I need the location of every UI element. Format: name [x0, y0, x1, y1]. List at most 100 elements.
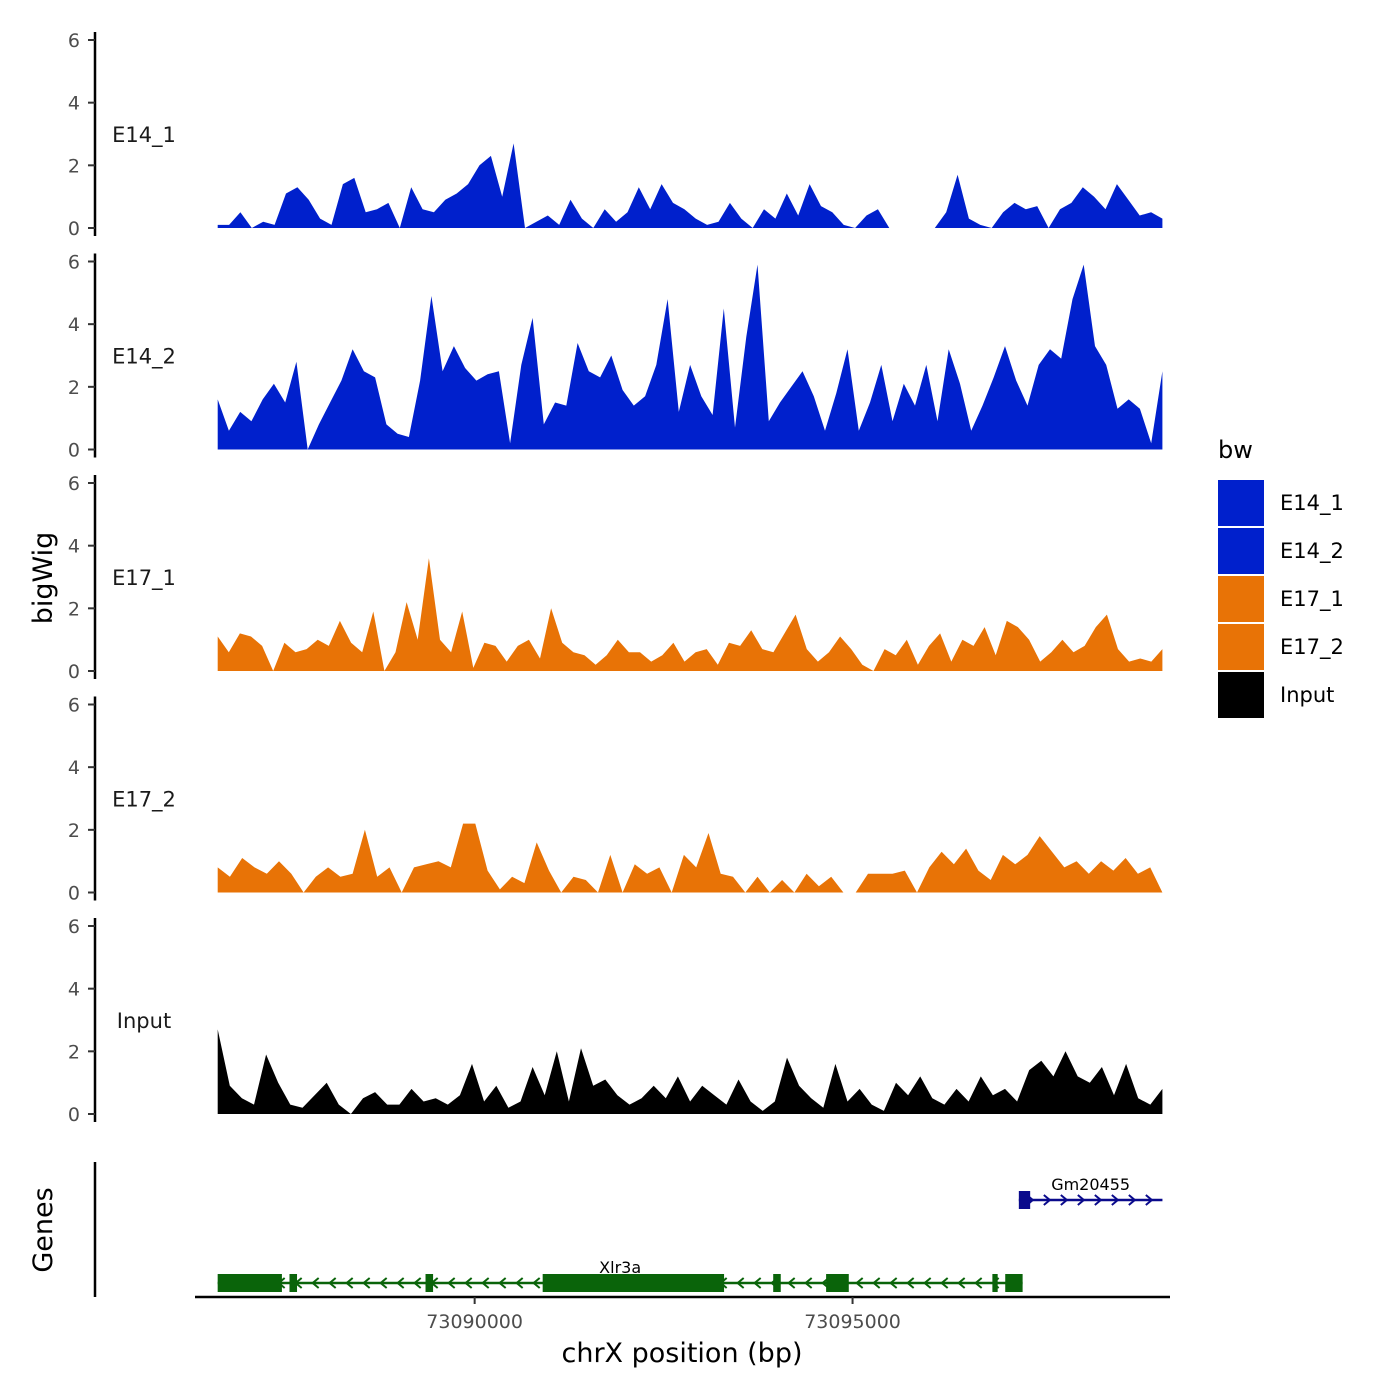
strand-arrow	[328, 1277, 337, 1289]
x-axis: 73090000 73095000	[195, 1295, 1170, 1333]
legend-key-e14-1	[1218, 480, 1264, 526]
strand-arrow	[804, 1277, 813, 1289]
y-tick-label: 2	[68, 1041, 80, 1063]
legend-label-e14-2: E14_2	[1280, 539, 1344, 564]
facet-label-e14-2: E14_2	[112, 345, 176, 370]
panel-e14-1: 0 2 4 6 E14_1	[68, 30, 1163, 240]
genes-axis-title: Genes	[28, 1187, 59, 1272]
facet-label-input: Input	[117, 1009, 171, 1033]
facet-label-e14-1: E14_1	[112, 123, 176, 148]
strand-arrow	[447, 1277, 456, 1289]
area-e17-2	[217, 823, 1163, 893]
exon	[992, 1274, 998, 1292]
strand-arrow	[1077, 1194, 1086, 1206]
y-tick-label: 4	[68, 314, 80, 336]
facet-label-e17-2: E17_2	[112, 788, 176, 813]
y-tick-label: 6	[68, 252, 80, 274]
x-tick-label: 73095000	[804, 1311, 901, 1333]
strand-arrow	[855, 1277, 864, 1289]
panel-e17-1: 0 2 4 6 E17_1	[68, 473, 1163, 683]
strand-arrow	[481, 1277, 490, 1289]
y-tick-label: 0	[68, 440, 80, 462]
exon	[773, 1274, 781, 1292]
exon	[289, 1274, 298, 1292]
panel-e14-2: 0 2 4 6 E14_2	[68, 252, 1163, 462]
y-tick-label: 4	[68, 536, 80, 558]
legend-key-e17-1	[1218, 576, 1264, 622]
exon	[217, 1274, 282, 1292]
strand-arrow	[1128, 1194, 1137, 1206]
y-tick-label: 4	[68, 757, 80, 779]
track-panels: 0 2 4 6 E14_1 0 2 4 6 E14_2 0 2 4 6 E17_1 0 2 4 6 E17_2 0 2 4 6…	[68, 30, 1163, 1126]
y-tick-label: 0	[68, 883, 80, 905]
exon	[826, 1274, 849, 1292]
legend-label-input: Input	[1280, 683, 1334, 707]
strand-arrow	[396, 1277, 405, 1289]
strand-arrow	[1043, 1194, 1052, 1206]
legend-label-e14-1: E14_1	[1280, 491, 1344, 516]
y-tick-label: 2	[68, 598, 80, 620]
gene-label-xlr3a: Xlr3a	[599, 1258, 641, 1277]
y-tick-label: 0	[68, 661, 80, 683]
y-tick-label: 0	[68, 218, 80, 240]
panel-e17-2: 0 2 4 6 E17_2	[68, 695, 1163, 905]
strand-arrow	[464, 1277, 473, 1289]
y-tick-label: 4	[68, 979, 80, 1001]
strand-arrow	[1111, 1194, 1120, 1206]
legend-title: bw	[1218, 436, 1253, 464]
legend-key-e17-2	[1218, 624, 1264, 670]
strand-arrow	[974, 1277, 983, 1289]
gene-label-gm20455: Gm20455	[1051, 1175, 1130, 1194]
strand-arrow	[872, 1277, 881, 1289]
x-axis-title: chrX position (bp)	[561, 1338, 802, 1369]
y-tick-label: 2	[68, 820, 80, 842]
legend-key-e14-2	[1218, 528, 1264, 574]
panel-input: 0 2 4 6 Input	[68, 916, 1163, 1126]
strand-arrow	[736, 1277, 745, 1289]
legend-key-input	[1218, 672, 1264, 718]
legend-label-e17-1: E17_1	[1280, 587, 1344, 612]
strand-arrow	[515, 1277, 524, 1289]
area-e14-2	[217, 264, 1163, 450]
strand-arrow	[498, 1277, 507, 1289]
y-tick-label: 2	[68, 155, 80, 177]
y-tick-label: 2	[68, 377, 80, 399]
area-e14-1	[217, 143, 1163, 228]
strand-arrow	[906, 1277, 915, 1289]
gene-gm20455: Gm20455	[1018, 1175, 1163, 1209]
strand-arrow	[532, 1277, 541, 1289]
area-e17-1	[217, 558, 1163, 671]
y-tick-label: 0	[68, 1104, 80, 1126]
strand-arrow	[940, 1277, 949, 1289]
y-tick-label: 4	[68, 93, 80, 115]
legend: bw E14_1 E14_2 E17_1 E17_2 Input	[1218, 436, 1344, 718]
strand-arrow	[345, 1277, 354, 1289]
y-tick-label: 6	[68, 473, 80, 495]
strand-arrow	[379, 1277, 388, 1289]
strand-arrow	[1145, 1194, 1154, 1206]
exon	[1018, 1191, 1031, 1209]
exon	[425, 1274, 434, 1292]
area-input	[217, 1029, 1163, 1114]
strand-arrow	[1094, 1194, 1103, 1206]
strand-arrow	[1060, 1194, 1069, 1206]
exon	[1005, 1274, 1023, 1292]
exon	[542, 1274, 725, 1292]
strand-arrow	[753, 1277, 762, 1289]
strand-arrow	[923, 1277, 932, 1289]
genes-panel: Gm20455 Xlr3a	[93, 1162, 1163, 1297]
gene-xlr3a: Xlr3a	[217, 1258, 1023, 1292]
y-tick-label: 6	[68, 916, 80, 938]
legend-label-e17-2: E17_2	[1280, 635, 1344, 660]
y-tick-label: 6	[68, 695, 80, 717]
strand-arrow	[362, 1277, 371, 1289]
strand-arrow	[311, 1277, 320, 1289]
strand-arrow	[889, 1277, 898, 1289]
strand-arrow	[957, 1277, 966, 1289]
y-axis-title: bigWig	[28, 532, 59, 625]
x-tick-label: 73090000	[426, 1311, 523, 1333]
strand-arrow	[413, 1277, 422, 1289]
strand-arrow	[787, 1277, 796, 1289]
y-tick-label: 6	[68, 30, 80, 52]
